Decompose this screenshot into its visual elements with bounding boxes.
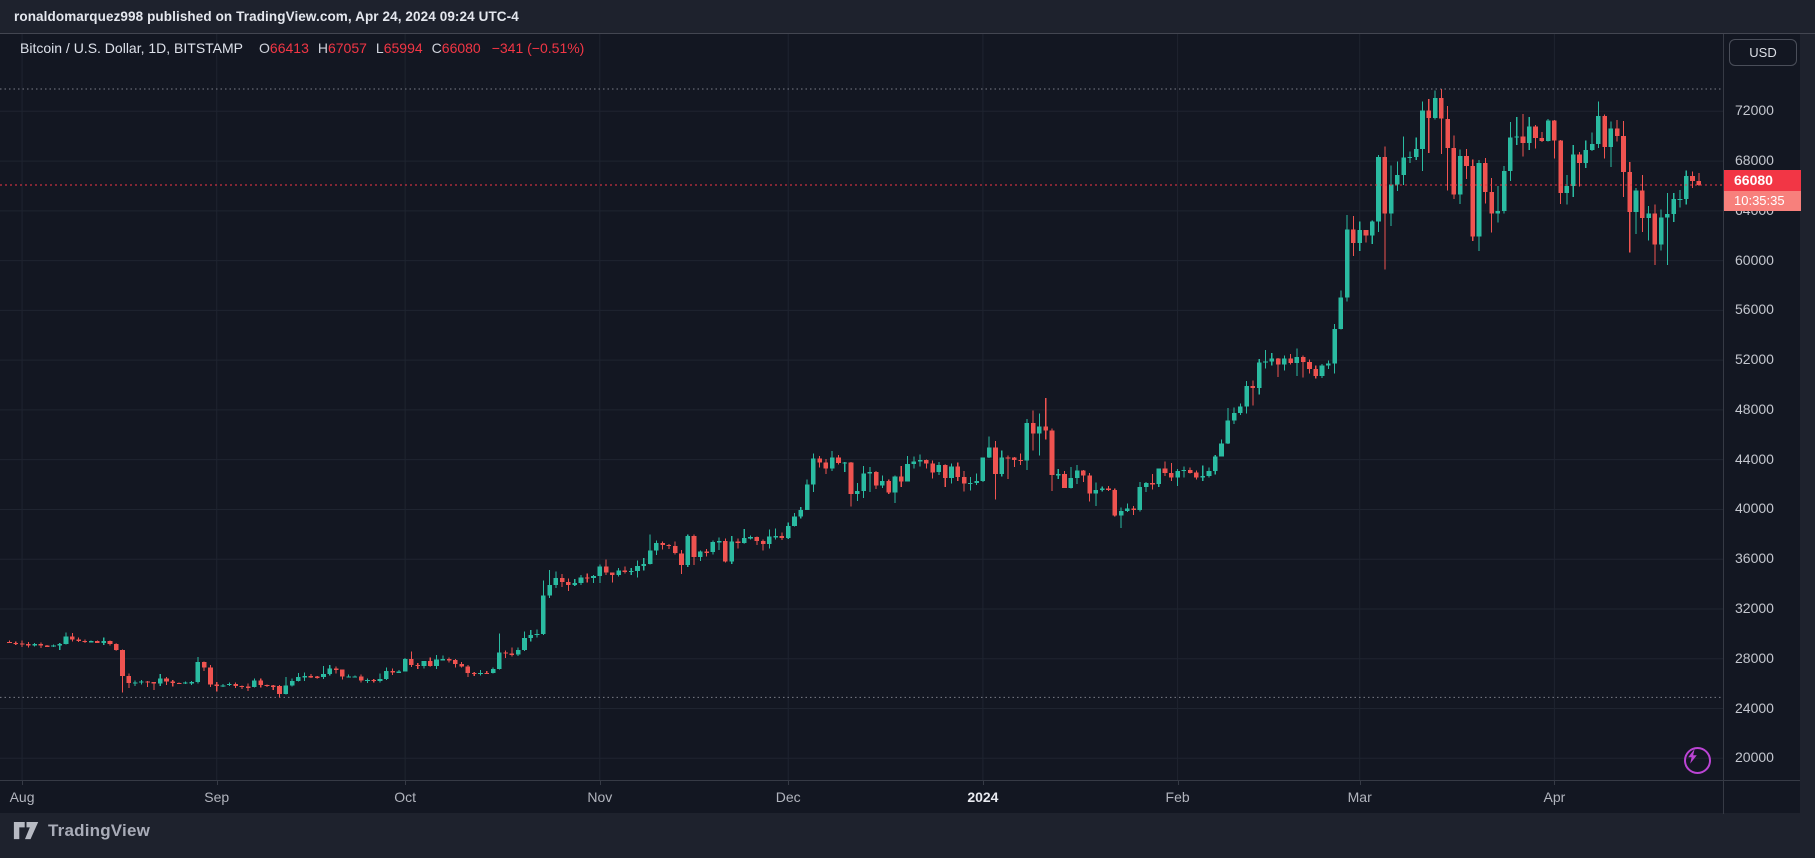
tradingview-logo[interactable]: TradingView — [13, 820, 150, 842]
tradingview-logo-text: TradingView — [48, 821, 151, 840]
time-tick-label: Feb — [1165, 789, 1190, 805]
price-tick-label: 20000 — [1735, 749, 1774, 766]
price-tick-label: 68000 — [1735, 152, 1774, 169]
tradingview-logo-icon — [13, 822, 39, 840]
price-tick-label: 48000 — [1735, 400, 1774, 417]
time-tick-label: Sep — [204, 789, 230, 805]
chart-legend: Bitcoin / U.S. Dollar, 1D, BITSTAMP O664… — [20, 40, 584, 56]
time-tick-mark — [1359, 781, 1361, 785]
time-tick-mark — [216, 781, 218, 785]
flash-button[interactable] — [1684, 747, 1711, 774]
price-tick-label: 52000 — [1735, 351, 1774, 368]
last-price-label: 66080 10:35:35 — [1724, 169, 1801, 211]
candlestick-chart-canvas[interactable] — [0, 34, 1723, 780]
ohlc-open: O66413 — [259, 40, 309, 56]
time-tick-label: Dec — [775, 789, 801, 805]
time-tick-mark — [1554, 781, 1556, 785]
time-tick-label: Aug — [9, 789, 35, 805]
candlestick-series — [7, 89, 1702, 698]
time-tick-mark — [788, 781, 790, 785]
price-tick-label: 36000 — [1735, 550, 1774, 567]
time-tick-mark — [599, 781, 601, 785]
change-text: −341 (−0.51%) — [491, 40, 585, 56]
attribution-text: ronaldomarquez998 published on TradingVi… — [14, 9, 519, 24]
price-tick-label: 56000 — [1735, 301, 1774, 318]
bar-countdown: 10:35:35 — [1724, 190, 1801, 211]
price-axis[interactable]: USD 720006800064000600005600052000480004… — [1723, 34, 1801, 780]
price-tick-label: 32000 — [1735, 599, 1774, 616]
price-tick-label: 72000 — [1735, 102, 1774, 119]
chart-pane[interactable]: Bitcoin / U.S. Dollar, 1D, BITSTAMP O664… — [0, 34, 1723, 780]
time-axis-corner — [1723, 781, 1800, 814]
price-tick-label: 28000 — [1735, 649, 1774, 666]
time-tick-label: Apr — [1543, 789, 1566, 805]
ohlc-low: L65994 — [375, 40, 423, 56]
time-tick-label: Nov — [587, 789, 613, 805]
publish-header: ronaldomarquez998 published on TradingVi… — [0, 0, 1815, 34]
ohlc-high: H67057 — [317, 40, 367, 56]
symbol-title[interactable]: Bitcoin / U.S. Dollar, 1D, BITSTAMP — [20, 40, 244, 56]
price-tick-label: 24000 — [1735, 699, 1774, 716]
time-tick-mark — [982, 781, 984, 785]
time-tick-mark — [405, 781, 407, 785]
time-tick-mark — [22, 781, 24, 785]
time-tick-label: Mar — [1347, 789, 1372, 805]
chart-widget: Bitcoin / U.S. Dollar, 1D, BITSTAMP O664… — [0, 34, 1801, 814]
price-tick-label: 40000 — [1735, 500, 1774, 517]
lightning-icon — [1688, 749, 1697, 764]
currency-button[interactable]: USD — [1729, 39, 1797, 66]
time-tick-mark — [1177, 781, 1179, 785]
last-price-value: 66080 — [1724, 169, 1801, 191]
time-tick-label: 2024 — [967, 789, 999, 805]
time-tick-label: Oct — [394, 789, 417, 805]
ohlc-close: C66080 — [431, 40, 481, 56]
time-axis[interactable]: Aug Sep Oct Nov Dec 2024 Feb Mar Apr — [0, 780, 1800, 814]
price-tick-label: 60000 — [1735, 251, 1774, 268]
price-tick-label: 44000 — [1735, 450, 1774, 467]
